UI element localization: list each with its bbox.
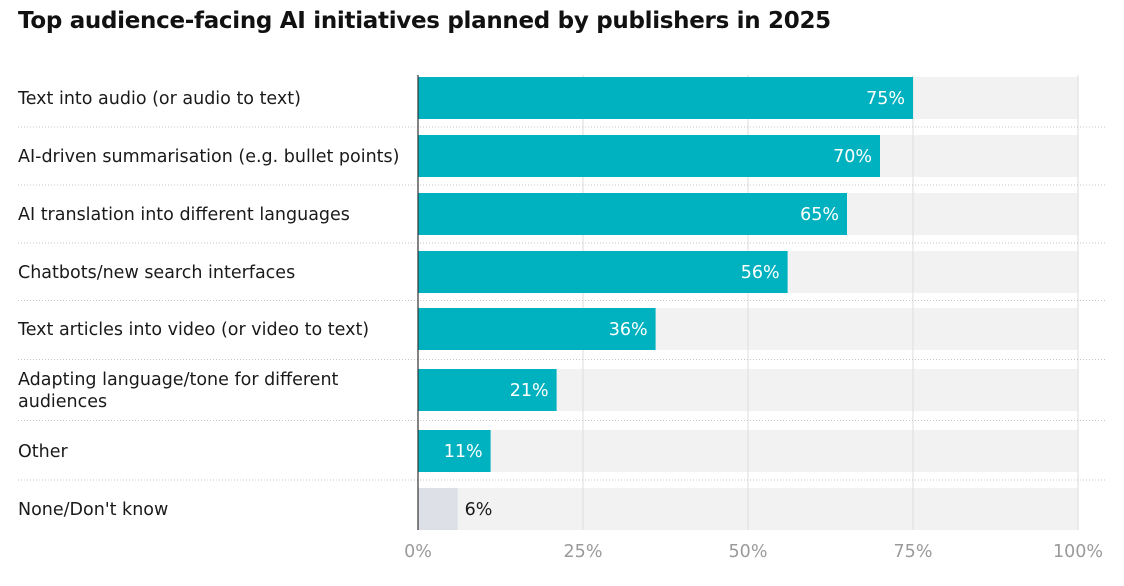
x-tick-label: 100% — [1053, 542, 1103, 562]
x-tick-label: 75% — [894, 542, 933, 562]
bar — [418, 488, 458, 530]
category-label: AI translation into different languages — [18, 205, 350, 225]
bar — [418, 251, 788, 293]
value-label: 6% — [465, 500, 493, 520]
value-label: 56% — [741, 263, 780, 283]
row-separators — [18, 126, 1106, 481]
x-axis-ticks: 0% 25% 50% 75% 100% — [404, 542, 1103, 562]
category-label: Text articles into video (or video to te… — [17, 320, 369, 340]
category-label: Other — [18, 442, 68, 462]
value-label: 11% — [444, 442, 483, 462]
bar — [418, 135, 880, 177]
category-label: Chatbots/new search interfaces — [18, 263, 295, 283]
category-label: AI-driven summarisation (e.g. bullet poi… — [18, 147, 399, 167]
bar — [418, 430, 491, 472]
x-tick-label: 50% — [729, 542, 768, 562]
value-label: 70% — [833, 147, 872, 167]
bar — [418, 369, 557, 411]
x-tick-label: 0% — [404, 542, 432, 562]
category-label: None/Don't know — [18, 500, 168, 520]
category-label: Text into audio (or audio to text) — [17, 89, 301, 109]
category-label: Adapting language/tone for different audi… — [18, 370, 339, 412]
bar — [418, 193, 847, 235]
x-tick-label: 25% — [564, 542, 603, 562]
bars — [418, 77, 913, 530]
value-label: 75% — [866, 89, 905, 109]
bar — [418, 308, 656, 350]
value-labels: 75% 70% 65% 56% 36% 21% 11% 6% — [444, 89, 905, 520]
category-labels: Text into audio (or audio to text) AI-dri… — [17, 89, 399, 520]
bar — [418, 77, 913, 119]
chart-title: Top audience-facing AI initiatives plann… — [18, 8, 831, 34]
value-label: 36% — [609, 320, 648, 340]
value-label: 65% — [800, 205, 839, 225]
value-label: 21% — [510, 381, 549, 401]
